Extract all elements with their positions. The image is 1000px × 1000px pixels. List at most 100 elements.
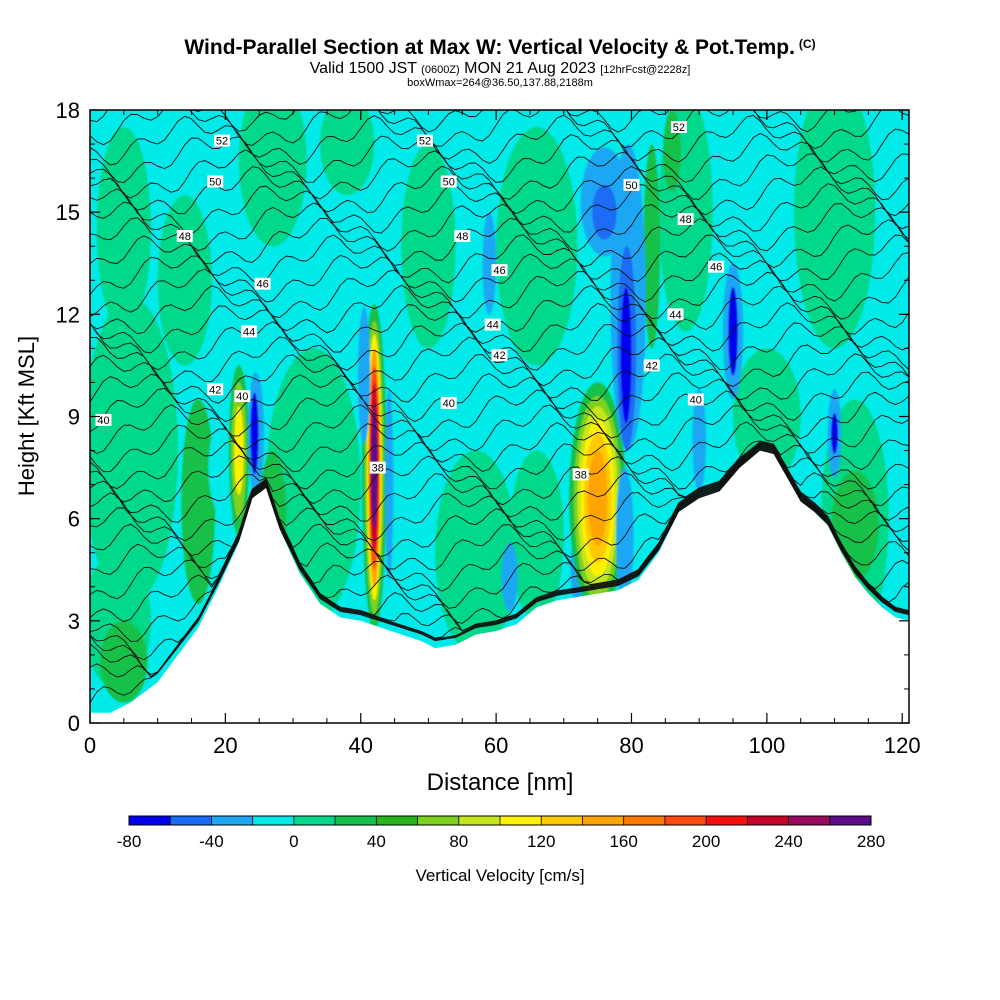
theta-label-text: 42	[493, 350, 505, 362]
theta-label-text: 42	[209, 384, 221, 396]
colorbar-swatch	[335, 816, 377, 825]
theta-label: 44	[241, 325, 258, 338]
chart-subtitle-valid: Valid 1500 JST (0600Z) MON 21 Aug 2023 […	[0, 60, 1000, 78]
y-tick-label: 9	[68, 405, 80, 430]
downdraft-core	[385, 389, 394, 580]
theta-label-bg	[369, 461, 386, 474]
theta-label-bg	[643, 359, 660, 372]
theta-isoline	[90, 251, 909, 303]
theta-label-text: 46	[256, 279, 268, 291]
theta-label-bg	[708, 260, 725, 273]
theta-label-text: 48	[456, 231, 468, 243]
downdraft-core	[692, 389, 706, 492]
colorbar-swatch	[417, 816, 460, 825]
theta-label-text: 42	[646, 360, 658, 372]
theta-isoline	[90, 441, 909, 507]
x-tick-label: 120	[884, 733, 921, 758]
theta-label-bg	[670, 121, 687, 133]
theta-label: 46	[708, 260, 725, 274]
theta-label-bg	[484, 318, 501, 331]
colorbar-swatch	[664, 816, 707, 825]
theta-label: 40	[234, 390, 251, 403]
velocity-field	[90, 110, 889, 703]
theta-label-text: 50	[443, 177, 455, 189]
theta-label: 40	[687, 393, 704, 407]
theta-label: 52	[214, 134, 230, 148]
theta-label-bg	[440, 175, 457, 188]
theta-label-bg	[623, 178, 640, 191]
field-weak-up	[238, 110, 307, 247]
theta-isoline	[90, 110, 857, 133]
plot-area: 38 38 40 40 40 40 42 42 42 44 44 44 46 46 46 48 48 48 50 50…	[90, 110, 909, 723]
theta-label-text: 40	[236, 391, 248, 403]
theta-label: 52	[670, 121, 687, 134]
colorbar: -80 -40 0 40 80 120 160 200 240 280	[117, 815, 885, 851]
theta-label-text: 50	[209, 177, 221, 189]
y-tick-label: 12	[56, 302, 80, 327]
field-weak-up	[320, 110, 375, 196]
y-tick-label: 6	[68, 507, 80, 532]
updraft-core	[588, 450, 608, 546]
theta-label-text: 52	[673, 122, 685, 134]
theta-label: 50	[623, 178, 640, 192]
valid-time: Valid 1500 JST	[309, 60, 417, 77]
field-up	[100, 620, 148, 703]
colorbar-swatch	[747, 816, 789, 825]
theta-label-bg	[254, 277, 271, 290]
colorbar-tick-label: 200	[692, 832, 720, 851]
theta-contour-labels: 38 38 40 40 40 40 42 42 42 44 44 44 46 46 46 48 48 48 50 50…	[95, 121, 725, 481]
theta-label-text: 40	[443, 398, 455, 410]
theta-label: 44	[667, 308, 684, 321]
theta-isoline	[90, 201, 909, 252]
theta-label-bg	[207, 175, 224, 188]
colorbar-tick-label: 280	[857, 832, 885, 851]
theta-label-text: 40	[690, 395, 702, 407]
theta-label-text: 52	[216, 136, 228, 148]
theta-isoline	[90, 217, 909, 269]
colorbar-swatch	[376, 816, 418, 825]
y-tick-label: 3	[68, 609, 80, 634]
theta-label-text: 48	[179, 231, 191, 243]
title-copyright: (C)	[798, 37, 816, 51]
colorbar-swatch	[293, 816, 336, 825]
theta-label-text: 50	[625, 180, 637, 192]
colorbar-tick-label: 0	[289, 832, 298, 851]
valid-utc: (0600Z)	[421, 64, 460, 76]
theta-isoline	[90, 371, 909, 423]
x-tick-label: 20	[213, 733, 237, 758]
field-up	[181, 399, 216, 604]
x-tick-label: 0	[84, 733, 96, 758]
chart-title: Wind-Parallel Section at Max W: Vertical…	[0, 36, 1000, 60]
theta-isoline	[90, 149, 909, 201]
colorbar-swatch	[170, 816, 212, 825]
field-weak-up	[401, 144, 456, 349]
x-tick-label: 40	[349, 733, 373, 758]
colorbar-swatch	[211, 816, 254, 825]
colorbar-tick-label: 160	[609, 832, 637, 851]
field-weak-up	[496, 127, 578, 366]
theta-label-text: 46	[493, 265, 505, 277]
colorbar-swatch	[582, 816, 625, 825]
colorbar-tick-label: 240	[774, 832, 802, 851]
theta-label: 38	[369, 461, 386, 475]
theta-label-bg	[417, 134, 433, 147]
colorbar-tick-label: 40	[367, 832, 386, 851]
theta-label-bg	[440, 396, 457, 409]
colorbar-swatch	[252, 816, 295, 825]
x-tick-label: 80	[619, 733, 643, 758]
downdraft-core	[482, 212, 497, 315]
y-tick-label: 18	[56, 98, 80, 123]
theta-label-bg	[241, 325, 258, 338]
downdraft-core	[831, 413, 838, 454]
downdraft-core	[592, 184, 617, 240]
forecast-info: [12hrFcst@2228z]	[600, 64, 691, 76]
theta-label-text: 44	[487, 320, 499, 332]
colorbar-label: Vertical Velocity [cm/s]	[415, 866, 584, 885]
theta-label-bg	[491, 349, 508, 362]
theta-isoline	[90, 445, 909, 592]
colorbar-swatch	[458, 816, 501, 825]
x-tick-label: 60	[484, 733, 508, 758]
theta-isoline	[90, 165, 909, 217]
theta-isoline	[90, 302, 909, 354]
x-axis-label: Distance [nm]	[427, 769, 574, 796]
